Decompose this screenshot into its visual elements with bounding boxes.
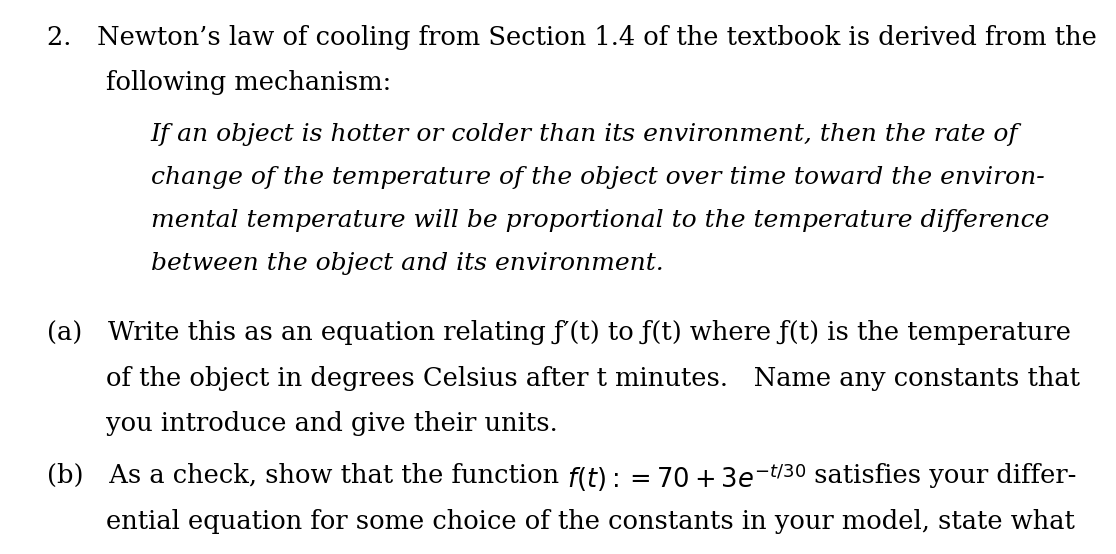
Text: change of the temperature of the object over time toward the environ-: change of the temperature of the object …	[151, 166, 1045, 189]
Text: ential equation for some choice of the constants in your model, state what: ential equation for some choice of the c…	[106, 509, 1075, 534]
Text: you introduce and give their units.: you introduce and give their units.	[106, 411, 558, 436]
Text: mental temperature will be proportional to the temperature difference: mental temperature will be proportional …	[151, 209, 1049, 232]
Text: following mechanism:: following mechanism:	[106, 70, 392, 95]
Text: satisfies your differ-: satisfies your differ-	[806, 463, 1077, 488]
Text: If an object is hotter or colder than its environment, then the rate of: If an object is hotter or colder than it…	[151, 122, 1018, 146]
Text: (a) Write this as an equation relating ƒ′(t) to ƒ(t) where ƒ(t) is the temperatu: (a) Write this as an equation relating ƒ…	[47, 320, 1071, 345]
Text: of the object in degrees Celsius after ⁢t⁢ minutes. Name any constants that: of the object in degrees Celsius after ⁢…	[106, 366, 1080, 391]
Text: 2. Newton’s law of cooling from Section 1.4 of the textbook is derived from the: 2. Newton’s law of cooling from Section …	[47, 25, 1097, 50]
Text: $f(t):=70+3e^{-t/30}$: $f(t):=70+3e^{-t/30}$	[567, 461, 806, 494]
Text: (b) As a check, show that the function: (b) As a check, show that the function	[47, 463, 567, 488]
Text: between the object and its environment.: between the object and its environment.	[151, 252, 663, 275]
